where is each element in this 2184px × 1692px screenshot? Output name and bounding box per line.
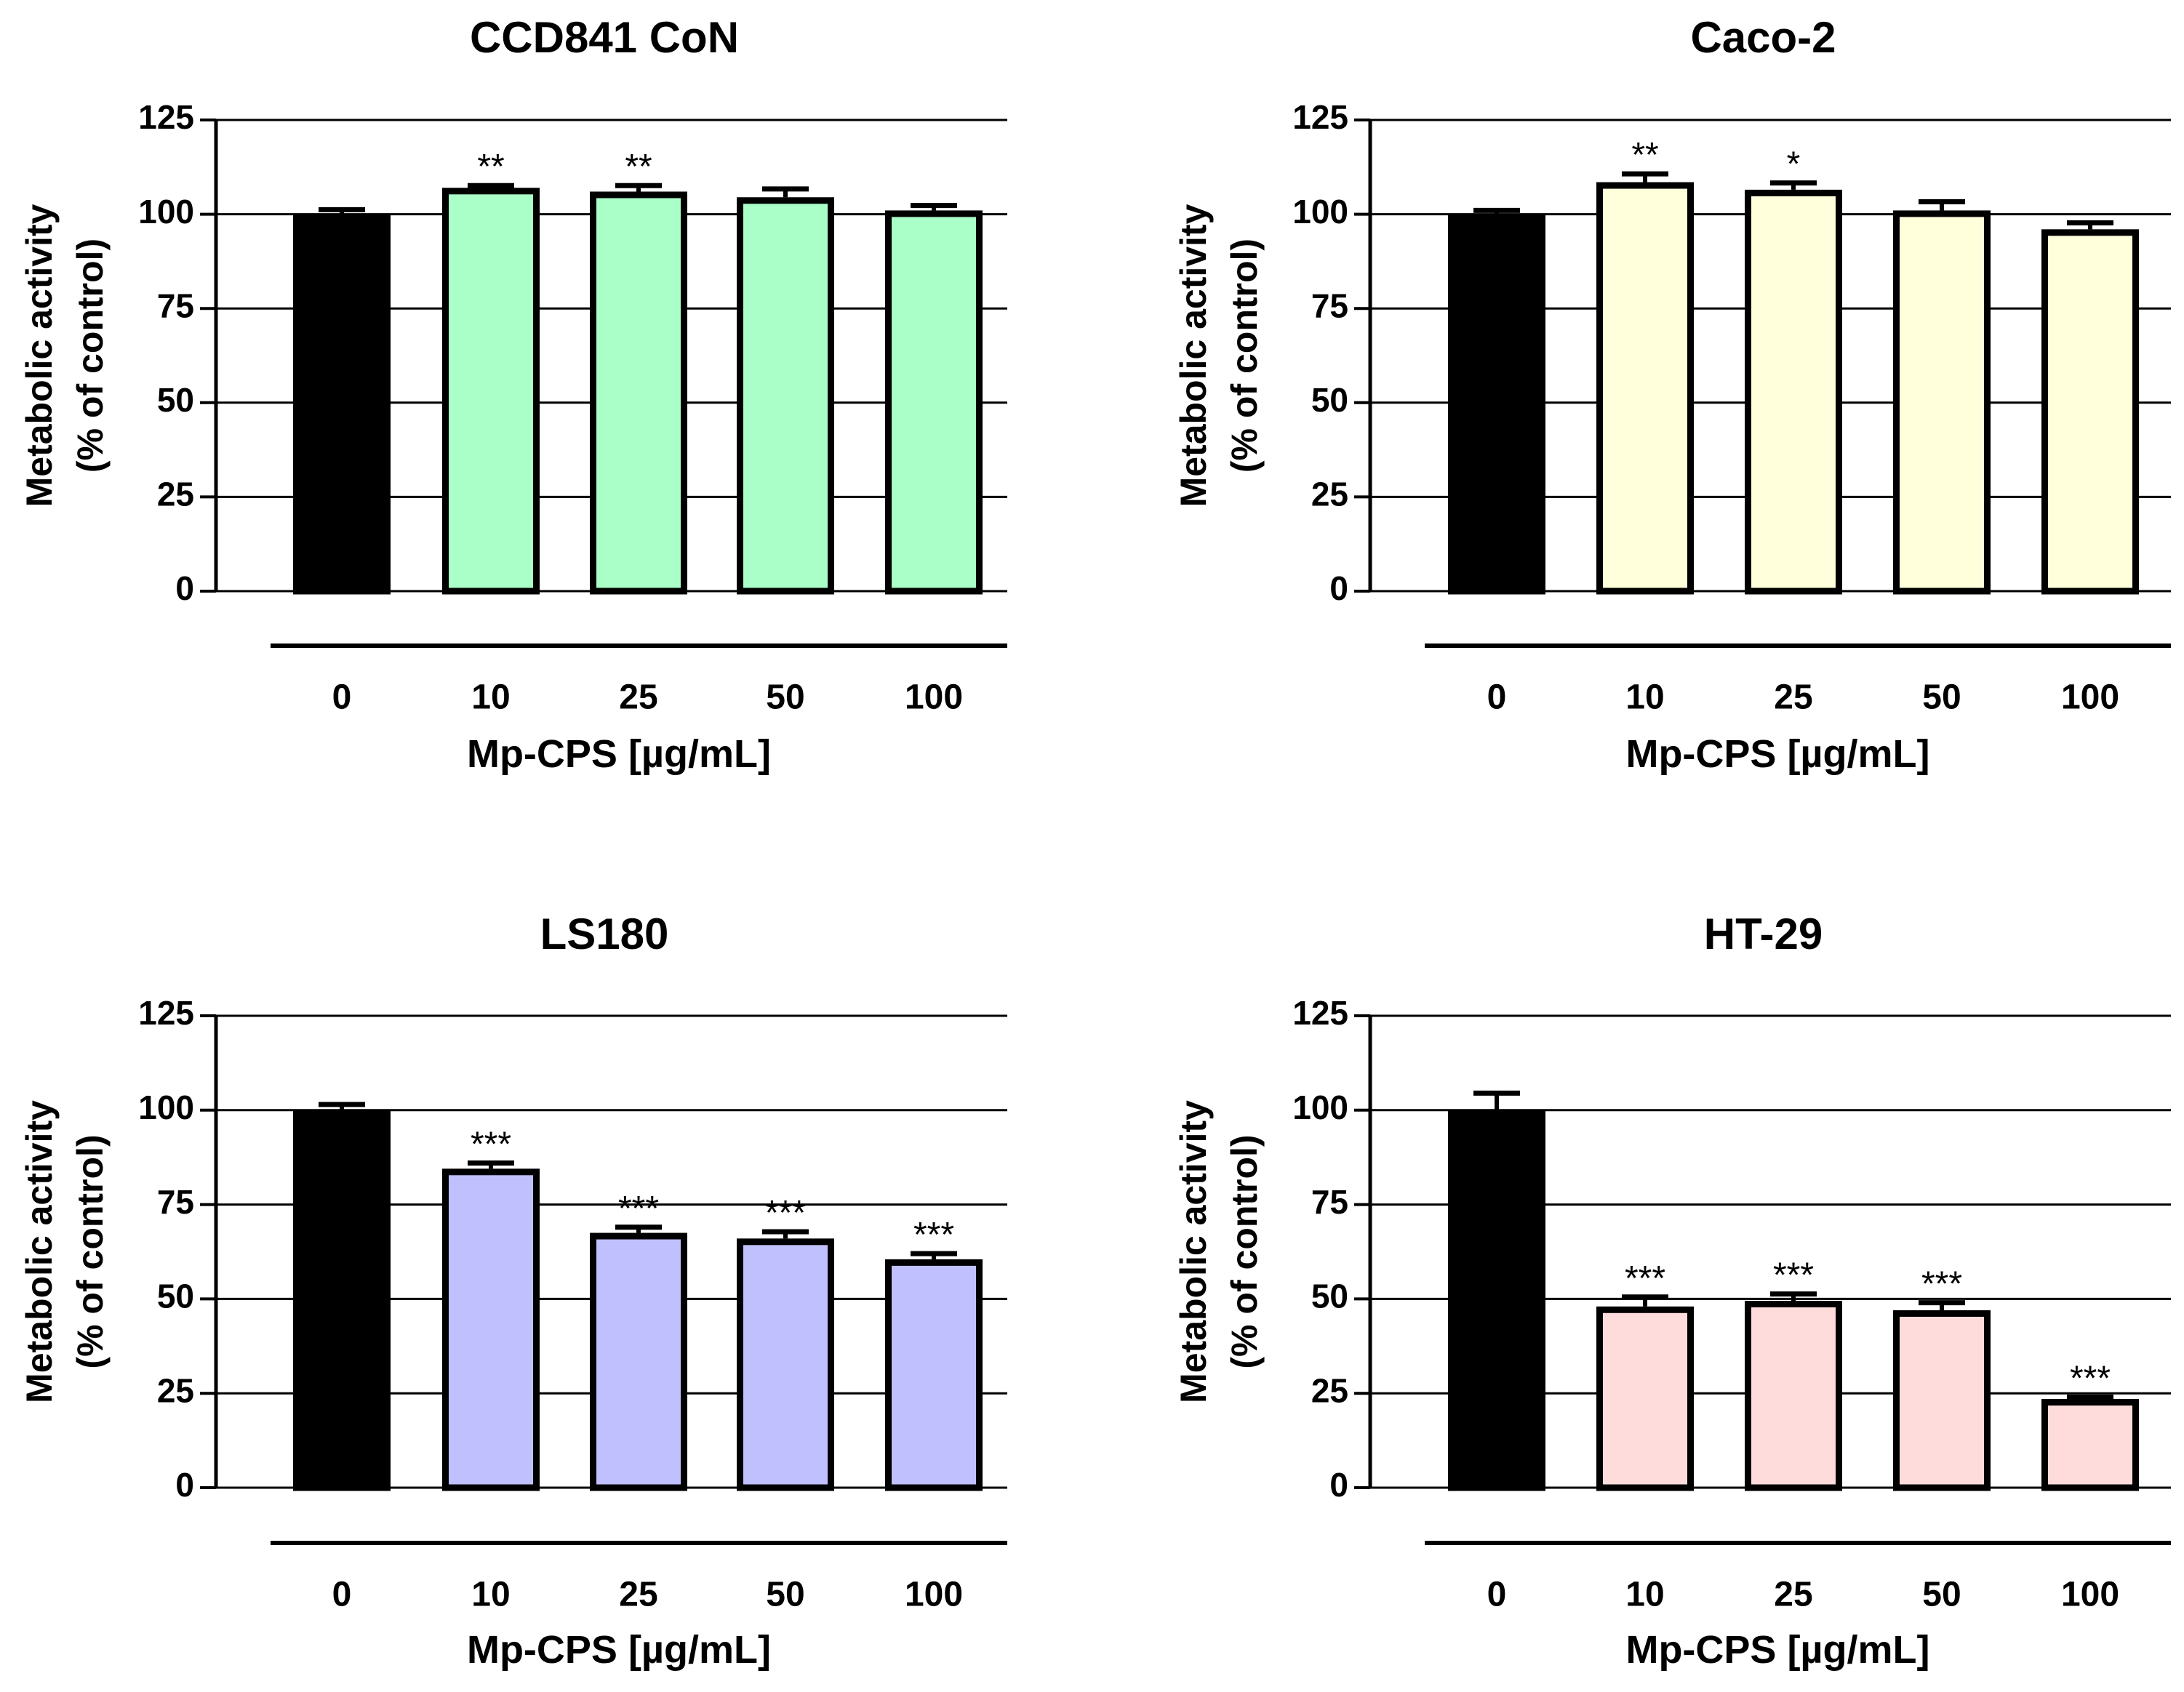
bar-treatment [1596, 1306, 1694, 1491]
bar-control [293, 214, 391, 595]
significance-label: ** [477, 148, 504, 186]
y-axis-label-unit: (% of control) [1224, 238, 1265, 473]
x-axis-label: Mp-CPS [µg/mL] [467, 1628, 771, 1672]
x-tick-label: 25 [619, 1576, 657, 1614]
bar-treatment [442, 188, 540, 595]
y-tick-label: 50 [1311, 1278, 1348, 1315]
significance-label: *** [1921, 1265, 1962, 1304]
bar-treatment [590, 1232, 687, 1491]
x-tick-label: 25 [1774, 1576, 1812, 1614]
significance-label: *** [913, 1216, 954, 1254]
x-tick-label: 100 [905, 1576, 963, 1614]
chart-title: CCD841 CoN [470, 13, 739, 62]
y-axis-label: Metabolic activity [19, 1100, 60, 1403]
chart-title: HT-29 [1704, 910, 1823, 958]
bar-treatment [1745, 1300, 1842, 1491]
y-tick-label: 0 [175, 569, 194, 607]
chart-title: Caco-2 [1690, 13, 1836, 62]
x-tick-label: 0 [332, 1576, 352, 1614]
bar-control [1448, 1110, 1545, 1491]
y-tick-label: 100 [1292, 193, 1348, 230]
y-tick-label: 75 [1311, 1183, 1348, 1221]
x-tick-label: 10 [1625, 678, 1664, 717]
significance-label: *** [1625, 1259, 1665, 1298]
y-tick-label: 50 [157, 1278, 194, 1315]
x-tick-label: 50 [1922, 678, 1961, 717]
bar-treatment [442, 1168, 540, 1491]
bar-treatment [737, 1238, 834, 1491]
y-tick-label: 125 [138, 98, 194, 136]
x-tick-label: 50 [766, 1576, 804, 1614]
y-axis-label: Metabolic activity [1173, 1100, 1214, 1403]
significance-label: *** [1773, 1256, 1814, 1295]
x-tick-label: 50 [1922, 1576, 1961, 1614]
bar-treatment [1596, 182, 1694, 595]
x-tick-label: 25 [1774, 678, 1812, 717]
significance-label: * [1787, 145, 1801, 184]
y-axis-label: Metabolic activity [19, 204, 60, 507]
y-tick-label: 100 [138, 193, 194, 230]
significance-label: ** [625, 148, 652, 186]
significance-label: *** [471, 1125, 511, 1163]
x-tick-label: 100 [905, 678, 963, 717]
x-tick-label: 50 [766, 678, 804, 717]
x-tick-label: 10 [471, 678, 510, 717]
bar-treatment [1893, 1310, 1991, 1491]
y-tick-label: 125 [1292, 994, 1348, 1032]
x-axis-label: Mp-CPS [µg/mL] [1625, 1628, 1929, 1672]
x-tick-label: 25 [619, 678, 657, 717]
bar-treatment [1893, 210, 1991, 595]
significance-label: *** [618, 1190, 659, 1228]
panel-ht-29: HT-29 Metabolic activity (% of control) 0 25… [1173, 910, 2171, 1672]
y-tick-label: 125 [138, 994, 194, 1032]
bar-control [1448, 214, 1545, 595]
y-tick-label: 0 [175, 1466, 194, 1504]
y-tick-label: 25 [1311, 1371, 1348, 1409]
y-tick-label: 75 [157, 1183, 194, 1221]
x-tick-label: 0 [1487, 1576, 1507, 1614]
y-tick-label: 100 [1292, 1088, 1348, 1126]
y-tick-label: 25 [157, 1371, 194, 1409]
panel-ccd841-con: CCD841 CoN Metabolic activity (% of contro… [19, 13, 1007, 776]
y-axis-label-unit: (% of control) [70, 238, 111, 473]
y-tick-label: 75 [1311, 286, 1348, 324]
y-tick-label: 50 [157, 381, 194, 419]
y-tick-label: 0 [1329, 1466, 1348, 1504]
bar-treatment [885, 210, 983, 595]
y-tick-label: 50 [1311, 381, 1348, 419]
x-tick-label: 0 [332, 678, 352, 717]
y-tick-label: 75 [157, 286, 194, 324]
x-tick-label: 100 [2061, 1576, 2119, 1614]
bar-treatment [885, 1259, 983, 1491]
y-axis-label-unit: (% of control) [1224, 1134, 1265, 1368]
y-tick-label: 25 [157, 476, 194, 513]
bar-control [293, 1110, 391, 1491]
significance-label: *** [2070, 1359, 2111, 1398]
y-tick-label: 25 [1311, 476, 1348, 513]
y-tick-label: 125 [1292, 98, 1348, 136]
significance-label: ** [1631, 136, 1658, 175]
x-tick-label: 100 [2061, 678, 2119, 717]
x-tick-label: 10 [1625, 1576, 1664, 1614]
y-axis-label-unit: (% of control) [70, 1134, 111, 1368]
panel-ls180: LS180 Metabolic activity (% of control) 0 25… [19, 910, 1007, 1672]
significance-label: *** [765, 1194, 806, 1232]
y-tick-label: 100 [138, 1088, 194, 1126]
chart-title: LS180 [540, 910, 669, 958]
bar-treatment [2041, 1398, 2139, 1491]
bar-treatment [1745, 189, 1842, 595]
bar-treatment [2041, 229, 2139, 595]
bar-treatment [737, 197, 834, 595]
bar-treatment [590, 191, 687, 595]
y-tick-label: 0 [1329, 569, 1348, 607]
y-axis-label: Metabolic activity [1173, 204, 1214, 507]
x-axis-label: Mp-CPS [µg/mL] [1625, 732, 1929, 776]
x-axis-label: Mp-CPS [µg/mL] [467, 732, 771, 776]
x-tick-label: 0 [1487, 678, 1507, 717]
x-tick-label: 10 [471, 1576, 510, 1614]
panel-caco-2: Caco-2 Metabolic activity (% of control) 0 2… [1173, 13, 2171, 776]
